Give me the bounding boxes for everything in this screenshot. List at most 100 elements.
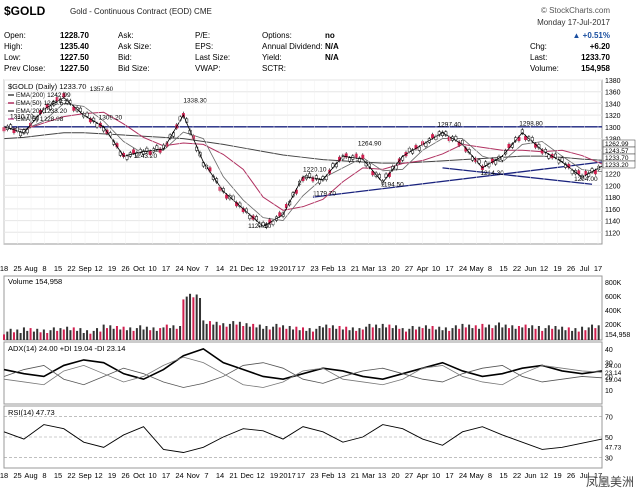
volume-bar — [232, 321, 235, 340]
price-annotation: 1243.20 — [134, 153, 158, 160]
volume-bar — [371, 327, 374, 340]
volume-bar — [122, 326, 125, 340]
quote-value: 1233.70 — [581, 53, 610, 62]
legend-label: EMA(200) 1242.99 — [16, 92, 71, 99]
volume-bar — [12, 332, 15, 340]
volume-bar — [302, 327, 304, 340]
candle-body — [45, 104, 49, 109]
watermark: 凤凰美洲 — [585, 475, 634, 489]
volume-bar — [468, 324, 471, 340]
volume-tick-label: 800K — [605, 280, 622, 287]
volume-bar — [454, 325, 457, 340]
volume-bar — [272, 326, 275, 340]
x-tick-label: 24 — [175, 264, 183, 273]
x-tick-label: 27 — [405, 264, 413, 273]
x-tick-label: 22 — [513, 264, 521, 273]
volume-bar — [408, 328, 411, 340]
price-tick-label: 1200 — [605, 183, 621, 190]
candle-body — [311, 177, 315, 182]
candle-body — [530, 137, 534, 142]
adx-tick-label: 10 — [605, 388, 613, 395]
volume-bar — [365, 326, 368, 340]
quote-header: $GOLD Gold - Continuous Contract (EOD) C… — [0, 0, 640, 80]
volume-bar — [584, 330, 587, 340]
volume-bar — [225, 326, 228, 340]
quote-value: 1228.70 — [60, 31, 89, 40]
copyright: © StockCharts.com — [540, 6, 610, 15]
volume-bar — [62, 329, 65, 340]
bottom-x-tick-label: 26 — [121, 471, 129, 480]
volume-bar — [527, 328, 530, 340]
volume-bar — [112, 328, 115, 340]
candle-body — [265, 223, 268, 228]
candle-body — [62, 93, 66, 98]
bottom-x-tick-label: 12 — [94, 471, 102, 480]
volume-bar — [564, 330, 567, 340]
x-tick-label: 8 — [42, 264, 46, 273]
price-tick-label: 1340 — [605, 101, 621, 108]
x-tick-label: May — [469, 264, 483, 273]
candle-body — [484, 161, 488, 166]
x-tick-label: 17 — [445, 264, 453, 273]
candle-body — [461, 140, 464, 145]
adx-tag: 19.04 — [605, 377, 622, 384]
volume-bar — [252, 323, 255, 340]
volume-bar — [448, 330, 451, 340]
candle-body — [78, 107, 82, 112]
bottom-x-tick-label: 18 — [0, 471, 8, 480]
candle-body — [417, 146, 421, 151]
volume-bar — [361, 329, 364, 340]
price-tag: 1233.70 — [605, 155, 629, 162]
price-tick-label: 1120 — [605, 230, 620, 237]
candle-body — [407, 147, 411, 152]
volume-bar — [115, 326, 118, 340]
adx-title: ADX(14) 24.00 +DI 19.04 -DI 23.14 — [8, 344, 125, 353]
gold-price-line — [3, 97, 603, 227]
volume-bar — [507, 328, 510, 340]
volume-bar — [46, 333, 49, 340]
volume-bar — [155, 330, 158, 340]
price-tick-label: 1320 — [605, 113, 621, 120]
volume-bar — [481, 323, 484, 340]
volume-bar — [418, 326, 421, 340]
volume-bar — [179, 326, 182, 340]
candle-body — [92, 117, 96, 122]
candle-body — [19, 132, 23, 137]
volume-bar — [325, 324, 328, 340]
quote-value: 1227.50 — [60, 64, 89, 73]
volume-bar — [345, 326, 348, 340]
volume-bar — [581, 326, 584, 340]
quote-label: SCTR: — [262, 64, 286, 73]
candle-body — [490, 158, 494, 163]
volume-bar — [441, 330, 444, 340]
candle-body — [590, 168, 594, 173]
candle-body — [59, 98, 62, 103]
candle-body — [524, 135, 528, 140]
volume-bar — [351, 327, 354, 340]
quote-value: N/A — [325, 53, 339, 62]
bottom-x-tick-label: 24 — [459, 471, 467, 480]
volume-bar — [282, 325, 285, 340]
quote-label: Low: — [4, 53, 21, 62]
volume-bar — [86, 330, 89, 340]
volume-bar — [238, 321, 241, 340]
volume-bar — [212, 324, 215, 340]
volume-bar — [411, 326, 414, 340]
quote-value: +6.20 — [589, 42, 610, 51]
candle-body — [278, 212, 282, 217]
candle-body — [457, 141, 461, 146]
x-tick-label: 25 — [13, 264, 21, 273]
volume-bar — [149, 330, 152, 340]
candle-body — [424, 142, 428, 147]
volume-bar — [531, 325, 534, 340]
volume-bar — [421, 328, 424, 340]
x-tick-label: Feb — [322, 264, 335, 273]
legend-label: EMA(5) 1228.98 — [16, 116, 64, 123]
volume-bar — [544, 328, 547, 340]
volume-bar — [29, 328, 32, 340]
bottom-x-tick-label: 20 — [391, 471, 399, 480]
quote-label: Bid Size: — [118, 64, 150, 73]
volume-bar — [199, 298, 202, 340]
candle-body — [125, 155, 129, 160]
volume-bar — [79, 328, 82, 340]
